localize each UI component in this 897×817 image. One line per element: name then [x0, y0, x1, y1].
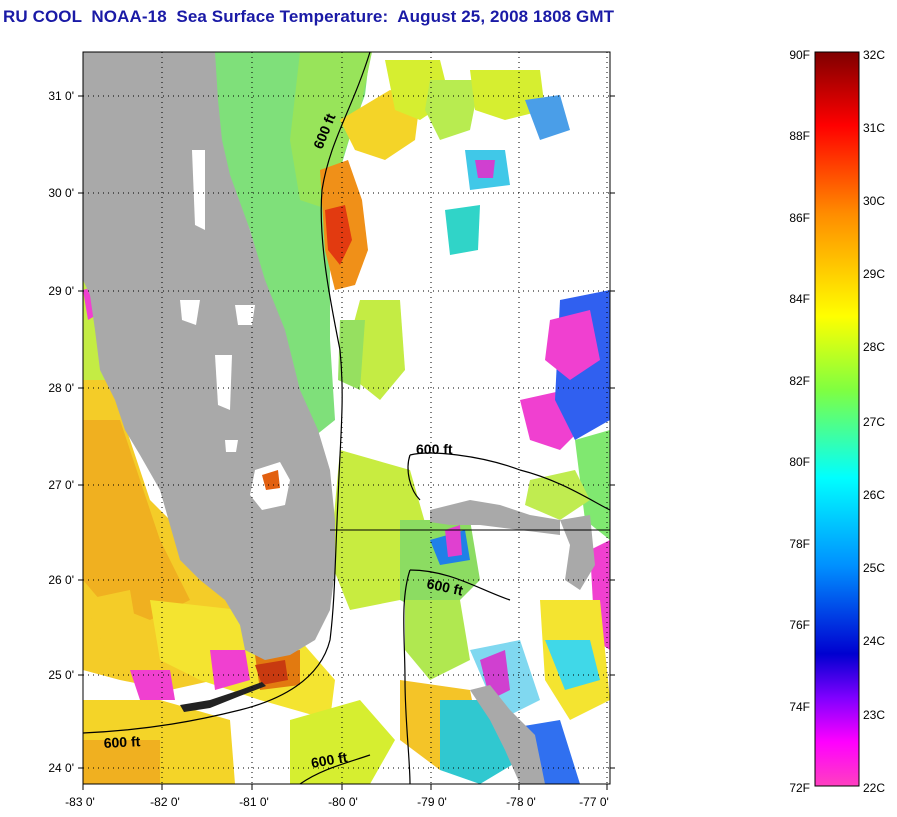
cb-c-26: 26C: [863, 488, 885, 502]
colorbar-c-labels: 32C 31C 30C 29C 28C 27C 26C 25C 24C 23C …: [863, 48, 885, 795]
colorbar-f-labels: 90F 88F 86F 84F 82F 80F 78F 76F 74F 72F: [789, 48, 810, 795]
cb-f-84: 84F: [789, 292, 810, 306]
cb-c-27: 27C: [863, 415, 885, 429]
map-frame: [82, 51, 611, 785]
cb-c-24: 24C: [863, 634, 885, 648]
lat-label-29: 29 0': [48, 284, 74, 298]
cb-f-72: 72F: [789, 781, 810, 795]
cb-c-32: 32C: [863, 48, 885, 62]
sst-patches: [83, 52, 610, 784]
isobath-label-5: 600 ft: [310, 749, 349, 771]
cb-c-23: 23C: [863, 708, 885, 722]
lon-axis: [82, 784, 608, 790]
cb-f-88: 88F: [789, 129, 810, 143]
isobath-label-2: 600 ft: [416, 441, 453, 457]
lon-label-82: -82 0': [150, 795, 180, 809]
cb-f-90: 90F: [789, 48, 810, 62]
colorbar: [814, 51, 860, 787]
cb-f-82: 82F: [789, 374, 810, 388]
lat-label-25: 25 0': [48, 668, 74, 682]
lon-label-77: -77 0': [579, 795, 609, 809]
lon-label-78: -78 0': [506, 795, 536, 809]
bahamas-land: [430, 500, 595, 784]
lat-label-31: 31 0': [48, 89, 74, 103]
cb-f-80: 80F: [789, 455, 810, 469]
cb-c-28: 28C: [863, 340, 885, 354]
lon-label-83: -83 0': [65, 795, 95, 809]
lon-label-79: -79 0': [417, 795, 447, 809]
lon-label-81: -81 0': [239, 795, 269, 809]
map-title: RU COOL NOAA-18 Sea Surface Temperature:…: [3, 7, 615, 26]
cb-f-86: 86F: [789, 211, 810, 225]
lat-axis: [78, 95, 615, 769]
isobath-600ft: [83, 52, 610, 784]
cb-c-30: 30C: [863, 194, 885, 208]
lat-label-27: 27 0': [48, 478, 74, 492]
cb-f-76: 76F: [789, 618, 810, 632]
cb-c-29: 29C: [863, 267, 885, 281]
cb-f-74: 74F: [789, 700, 810, 714]
lat-label-28: 28 0': [48, 381, 74, 395]
lon-label-80: -80 0': [328, 795, 358, 809]
lon-labels: -83 0' -82 0' -81 0' -80 0' -79 0' -78 0…: [65, 795, 609, 809]
cb-c-22: 22C: [863, 781, 885, 795]
cb-c-31: 31C: [863, 121, 885, 135]
lat-label-26: 26 0': [48, 573, 74, 587]
florida-land: [83, 52, 335, 660]
isobath-label-4: 600 ft: [103, 733, 141, 751]
isobath-label-3: 600 ft: [425, 575, 464, 598]
cb-c-25: 25C: [863, 561, 885, 575]
lat-label-24: 24 0': [48, 761, 74, 775]
florida-keys: [180, 682, 266, 712]
gridlines: [83, 52, 610, 784]
lat-label-30: 30 0': [48, 186, 74, 200]
lat-labels: 31 0' 30 0' 29 0' 28 0' 27 0' 26 0' 25 0…: [48, 89, 74, 775]
cb-f-78: 78F: [789, 537, 810, 551]
map-field: 600 ft 600 ft 600 ft 600 ft 600 ft: [83, 52, 610, 784]
lake-okeechobee-sst: [262, 470, 280, 490]
